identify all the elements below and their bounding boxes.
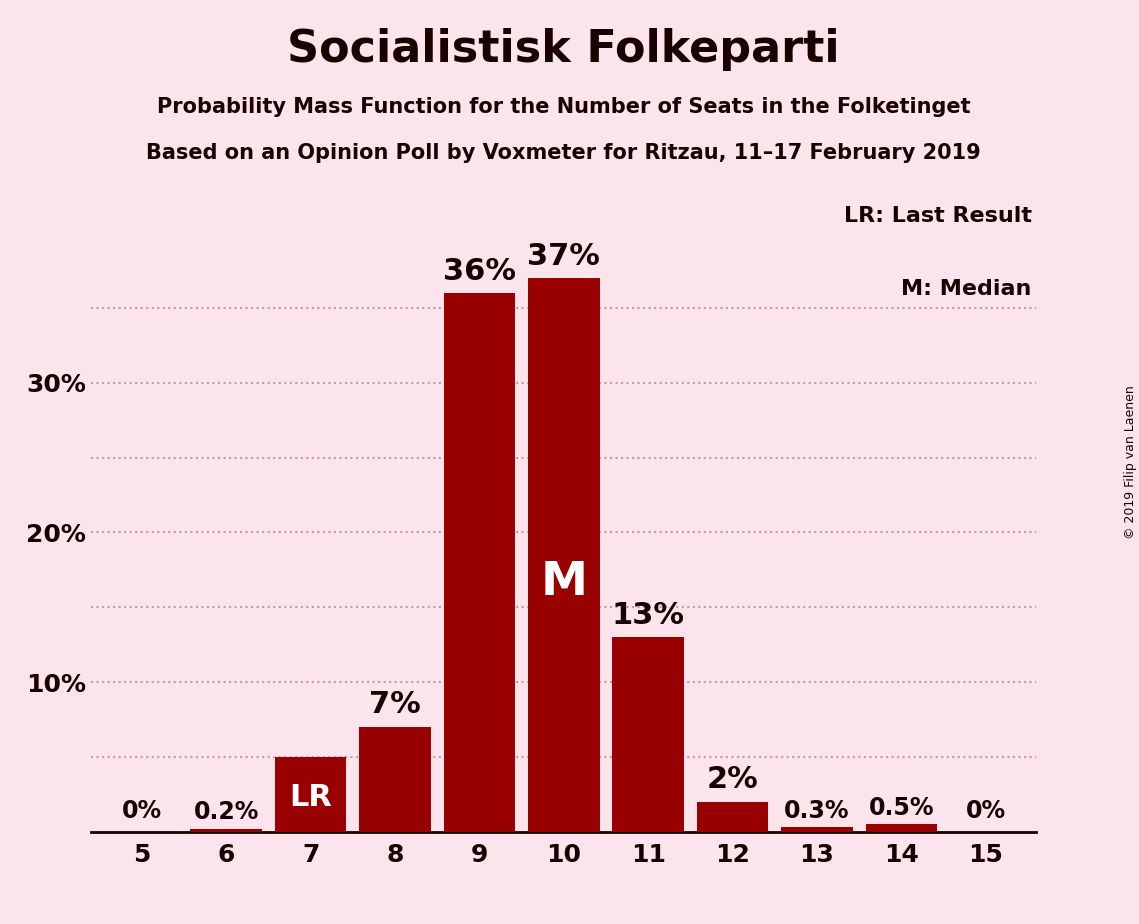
Bar (274, 757, 346, 832)
Text: Probability Mass Function for the Number of Seats in the Folketinget: Probability Mass Function for the Number… (157, 97, 970, 117)
Text: 37%: 37% (527, 241, 600, 271)
Text: Based on an Opinion Poll by Voxmeter for Ritzau, 11–17 February 2019: Based on an Opinion Poll by Voxmeter for… (147, 143, 981, 164)
Text: LR: Last Result: LR: Last Result (844, 206, 1032, 226)
Text: 0%: 0% (966, 798, 1006, 822)
Bar (613, 638, 685, 832)
Text: 2%: 2% (706, 765, 759, 795)
Text: M: M (540, 560, 588, 605)
Text: Socialistisk Folkeparti: Socialistisk Folkeparti (287, 28, 841, 71)
Text: LR: LR (289, 784, 331, 812)
Bar (443, 293, 515, 832)
Bar (697, 802, 769, 832)
Text: © 2019 Filip van Laenen: © 2019 Filip van Laenen (1124, 385, 1137, 539)
Bar (866, 824, 937, 832)
Bar (528, 278, 599, 832)
Text: 0.5%: 0.5% (869, 796, 934, 820)
Text: 36%: 36% (443, 257, 516, 286)
Text: 13%: 13% (612, 601, 685, 629)
Text: 7%: 7% (369, 690, 421, 720)
Bar (781, 827, 853, 832)
Text: 0.2%: 0.2% (194, 800, 259, 824)
Text: 0%: 0% (122, 798, 162, 822)
Text: 0.3%: 0.3% (785, 798, 850, 822)
Bar (190, 829, 262, 832)
Text: M: Median: M: Median (901, 279, 1032, 298)
Bar (359, 727, 431, 832)
